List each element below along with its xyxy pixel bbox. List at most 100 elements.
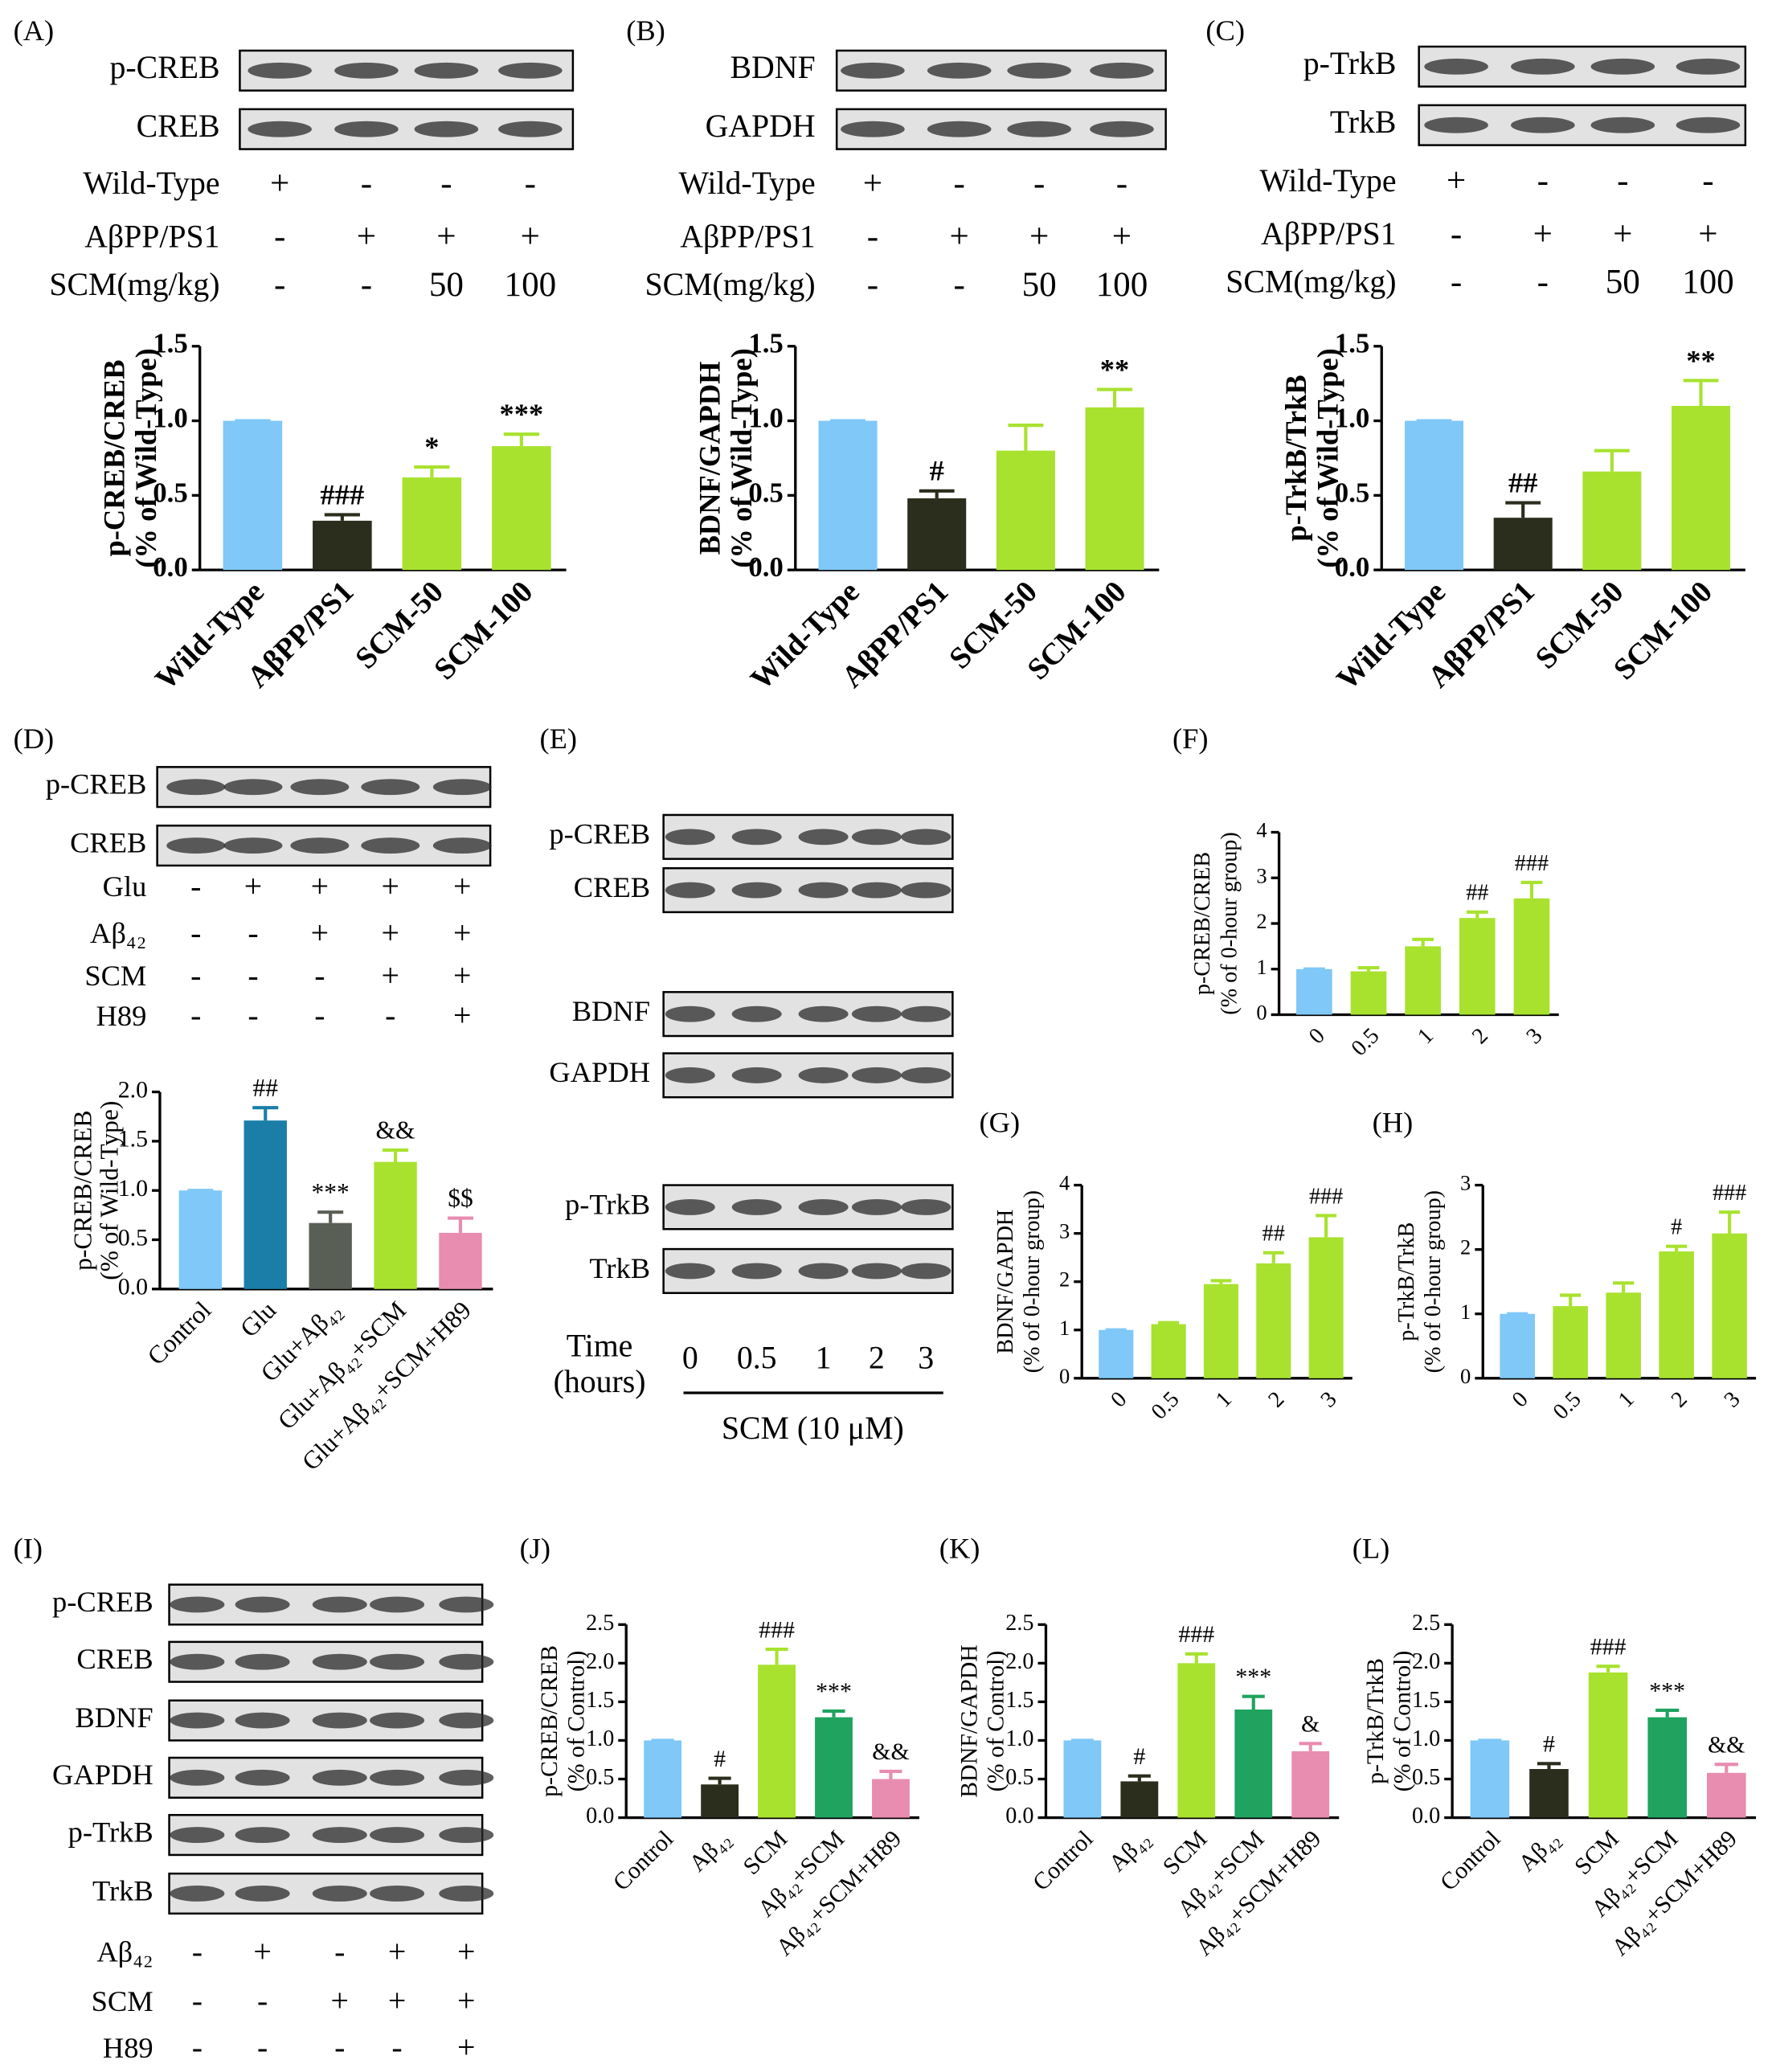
blot-row-label: BDNF	[572, 995, 650, 1027]
condition-mark: -	[248, 958, 258, 993]
blot-band	[731, 1067, 782, 1083]
blot-band	[223, 837, 283, 854]
blot-band	[927, 121, 992, 137]
y-tick-label: 1.0	[586, 1726, 614, 1751]
x-tick-label: 0.5	[1549, 1387, 1586, 1425]
panel-letter: (C)	[1205, 14, 1245, 47]
blot-band	[312, 1596, 367, 1613]
blot-row-label: p-TrkB	[1303, 46, 1397, 81]
blot-row-label: TrkB	[92, 1874, 153, 1906]
y-tick-label: 2	[1059, 1267, 1070, 1292]
blot-band	[1676, 58, 1741, 75]
y-tick-label: 2.0	[586, 1649, 614, 1674]
blot-band	[170, 1769, 225, 1786]
blot-band	[901, 1263, 951, 1280]
blot-band	[370, 1769, 425, 1786]
blot-band	[901, 882, 951, 899]
condition-label: SCM	[84, 960, 146, 992]
y-tick-label: 0.0	[1005, 1804, 1033, 1828]
condition-mark: +	[357, 218, 376, 256]
y-tick-label: 0	[1256, 1001, 1267, 1025]
condition-mark: -	[192, 2030, 203, 2066]
blot-band	[414, 62, 479, 79]
condition-mark: +	[436, 218, 456, 256]
condition-mark: +	[311, 915, 329, 951]
blot-band	[439, 1886, 494, 1902]
y-tick-label: 0.0	[1412, 1804, 1440, 1828]
y-axis-label: (% of Wild-Type)	[1312, 348, 1344, 567]
y-tick-label: 1.0	[118, 1175, 148, 1202]
bar	[872, 1779, 910, 1818]
time-value: 2	[869, 1340, 885, 1375]
y-tick-label: 3	[1059, 1219, 1070, 1243]
blot-band	[439, 1653, 494, 1670]
blot-band	[1676, 117, 1741, 133]
bar	[1513, 898, 1550, 1015]
blot-band	[851, 1005, 902, 1022]
x-tick-label: 2	[1263, 1387, 1289, 1413]
blot-band	[439, 1596, 494, 1613]
x-tick-label: 1	[1211, 1387, 1237, 1413]
annotation: ###	[1178, 1621, 1214, 1648]
blot-row-label: TrkB	[1330, 104, 1397, 140]
condition-label: Aβ₄₂	[90, 917, 146, 949]
y-tick-label: 0.5	[1412, 1765, 1440, 1790]
condition-mark: +	[453, 869, 471, 904]
annotation: ##	[1262, 1222, 1285, 1247]
bar	[644, 1740, 682, 1818]
condition-mark: +	[1613, 215, 1632, 253]
condition-mark: -	[1702, 162, 1713, 200]
condition-mark: +	[270, 165, 289, 203]
annotation: ###	[321, 478, 365, 510]
bar	[1588, 1672, 1628, 1818]
y-tick-label: 1	[1059, 1316, 1070, 1340]
condition-mark: -	[190, 998, 201, 1034]
panel-letter: (B)	[626, 14, 665, 47]
panel-letter: (F)	[1172, 723, 1209, 755]
condition-mark: -	[314, 958, 325, 993]
bar	[1470, 1740, 1510, 1818]
y-axis-label: p-CREB/CREB	[98, 359, 130, 556]
condition-mark: -	[190, 869, 201, 904]
blot-band	[841, 121, 905, 137]
blot-band	[1424, 58, 1488, 75]
bar	[1063, 1740, 1102, 1818]
blot-band	[370, 1886, 425, 1902]
blot-band	[901, 1067, 951, 1083]
blot-band	[665, 1005, 715, 1022]
condition-mark: -	[190, 915, 201, 951]
condition-label: H89	[103, 2032, 153, 2064]
y-tick-label: 0.0	[1335, 551, 1370, 583]
blot-band	[1511, 58, 1575, 75]
blot-band	[439, 1827, 494, 1844]
condition-mark: -	[954, 266, 965, 304]
annotation: #	[930, 455, 944, 487]
condition-label: SCM(mg/kg)	[1226, 264, 1396, 300]
blot-band	[370, 1653, 425, 1670]
annotation: &&	[376, 1116, 415, 1145]
y-tick-label: 2.5	[586, 1611, 614, 1636]
y-tick-label: 2.0	[118, 1076, 148, 1103]
y-tick-label: 4	[1059, 1171, 1070, 1195]
bar	[1120, 1781, 1159, 1818]
condition-mark: -	[334, 2030, 345, 2066]
bar	[1707, 1772, 1746, 1818]
bar	[243, 1120, 287, 1289]
x-tick-label: SCM-100	[1607, 575, 1719, 686]
blot-band	[851, 1263, 902, 1280]
blot-band	[439, 1769, 494, 1786]
blot-band	[731, 1263, 782, 1280]
blot-band	[290, 837, 350, 854]
blot-band	[1090, 121, 1154, 137]
y-tick-label: 2.5	[1412, 1611, 1440, 1636]
blot-band	[851, 1067, 902, 1083]
x-tick-label: Aβ₄₂	[1104, 1825, 1156, 1877]
y-tick-label: 3	[1256, 863, 1267, 887]
blot-band	[290, 779, 350, 796]
y-tick-label: 1.5	[153, 328, 188, 359]
condition-label: SCM(mg/kg)	[49, 267, 219, 302]
time-value: 3	[918, 1340, 934, 1375]
bar	[907, 498, 967, 571]
blot-band	[901, 1005, 951, 1022]
annotation: ###	[1713, 1181, 1746, 1206]
